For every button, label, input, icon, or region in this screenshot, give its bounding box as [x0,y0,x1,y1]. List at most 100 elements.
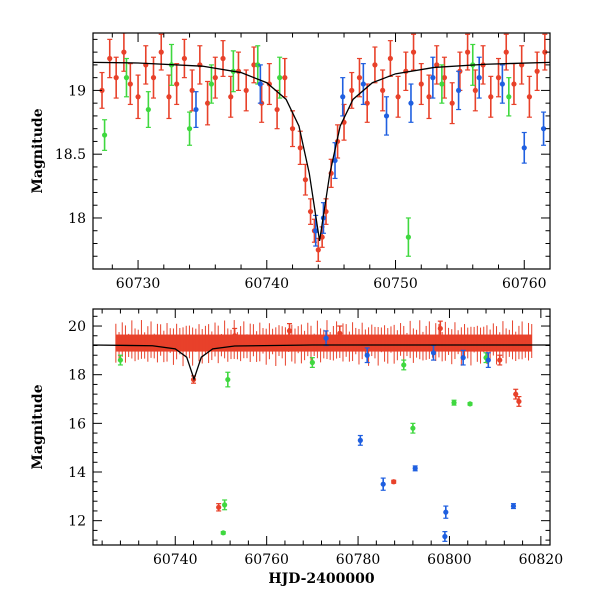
bottom-panel-blue-point [442,531,448,542]
bottom-panel-green-point [117,354,124,366]
top-panel-green-point [277,56,283,99]
top-panel-red-point [410,33,417,71]
bottom-panel-red-point [513,388,519,400]
bottom-panel-blue-point [357,434,363,446]
top-panel-red-point [197,45,203,85]
bottom-panel-green-point [309,357,315,368]
bottom-panel-x-axis-label: HJD-2400000 [268,571,375,587]
top-panel-x-tick-label: 60750 [373,276,418,292]
top-panel-red-point [380,69,386,112]
top-panel-red-point [166,74,172,120]
top-panel-red-point [526,75,533,118]
top-panel-red-point [181,38,187,79]
top-panel-red-point [297,130,303,165]
top-panel-red-point [542,33,548,71]
top-panel-red-point [449,82,455,125]
top-panel-x-tick-label: 60760 [502,276,547,292]
top-panel-blue-point [408,83,414,123]
top-panel-green-point [439,64,445,104]
top-panel-red-point [174,63,180,106]
bottom-panel-y-tick-label: 18 [68,368,86,384]
bottom-panel-red-point [337,325,343,342]
top-panel-blue-point [257,64,263,104]
top-panel-y-tick-label: 19 [68,83,86,99]
top-panel-red-point [204,80,211,126]
top-panel-red-point [127,63,133,106]
top-panel-red-point [372,46,378,84]
top-panel-green-point [506,77,512,117]
top-panel-y-tick-label: 18.5 [55,147,86,163]
top-panel-blue-point [360,63,366,106]
top-panel-red-point [228,75,234,118]
top-panel-red-point [121,33,127,72]
top-panel-blue-point [456,70,462,111]
top-panel-red-point [143,45,149,85]
bottom-panel-y-axis-label: Magnitude [30,384,46,469]
bottom-panel-x-tick-label: 60800 [427,552,472,568]
top-panel-blue-point [193,91,199,129]
top-panel-blue-point [540,111,547,146]
top-panel-red-point [289,110,296,148]
top-panel-red-point [282,57,288,98]
top-panel-red-point [356,57,363,98]
top-panel-red-point [315,237,321,262]
top-panel-red-point [235,51,242,92]
bottom-panel-y-tick-label: 20 [68,319,86,335]
bottom-panel-blue-point [443,505,449,519]
top-panel-model-curve [93,61,550,242]
bottom-panel-blue-point [510,503,517,510]
bottom-panel-blue-point [412,465,418,472]
top-panel-red-point [307,198,314,225]
top-panel-red-point [519,45,525,85]
top-panel-green-point [145,91,151,129]
bottom-panel-green-point [467,401,473,407]
bottom-panel-red-point [437,320,443,337]
top-panel-red-point [135,74,141,120]
bottom-panel-blue-point [364,347,370,364]
top-panel-red-point [465,33,471,71]
top-panel-red-point [189,69,195,112]
top-panel-red-point [341,103,347,141]
bottom-panel-y-tick-label: 16 [68,416,86,432]
bottom-panel-x-tick-label: 60780 [336,552,381,568]
bottom-panel-red-point [286,322,293,339]
top-panel-green-point [405,217,411,257]
top-panel-red-point [472,69,478,112]
top-panel-red-point [488,75,494,118]
bottom-panel-blue-point [460,349,466,366]
top-panel-blue-point [383,96,390,136]
bottom-panel-y-tick-label: 14 [68,465,86,481]
top-panel-red-point [387,40,393,77]
top-panel-red-point [441,56,448,99]
top-panel-y-tick-label: 18 [68,211,86,227]
top-panel-x-tick-label: 60730 [116,276,161,292]
top-panel-red-point [364,83,370,123]
bottom-panel-red-point [232,327,238,344]
bottom-panel-blue-point [430,344,437,361]
top-panel-red-point [418,63,424,106]
bottom-panel-x-tick-label: 60760 [244,552,289,568]
top-panel-red-point [107,38,113,79]
top-panel-red-point [302,163,309,196]
top-panel-red-point [495,57,502,98]
top-panel-green-point [123,57,130,98]
top-panel-red-point [534,51,540,92]
top-panel-green-point [101,119,108,151]
top-panel-blue-point [521,131,527,164]
top-panel-red-point [243,69,249,112]
top-panel-red-point [395,75,401,118]
top-panel-green-point [208,64,215,104]
bottom-panel-y-tick-label: 12 [68,514,86,530]
bottom-panel-model-curve [93,344,550,382]
top-panel-y-axis-label: Magnitude [30,108,46,193]
top-panel-red-point [511,63,517,106]
bottom-panel-red-point [516,395,522,407]
top-panel-x-tick-label: 60740 [245,276,290,292]
top-panel-red-point [434,45,440,85]
top-panel-green-point [186,111,193,146]
top-panel-blue-point [430,56,436,99]
bottom-panel-green-point [401,359,407,371]
top-panel-frame [92,32,551,270]
top-panel-red-point [212,56,218,99]
bottom-panel-green-point [225,371,231,388]
